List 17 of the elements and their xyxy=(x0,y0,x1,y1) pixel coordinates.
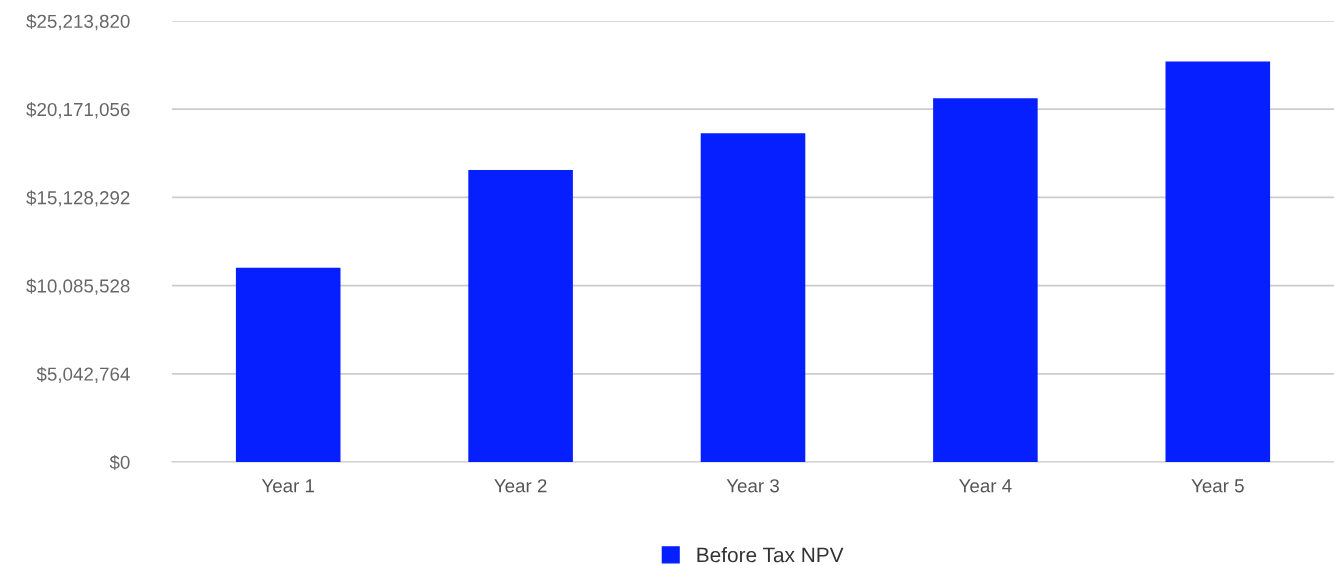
bar xyxy=(700,133,806,462)
bar xyxy=(1165,61,1271,462)
x-tick-label: Year 2 xyxy=(494,479,547,493)
bar xyxy=(468,169,573,462)
x-tick-label: Year 5 xyxy=(1191,479,1244,493)
legend-label: Before Tax NPV xyxy=(697,547,844,563)
x-tick-label: Year 3 xyxy=(726,479,779,493)
y-tick-label: $5,042,764 xyxy=(36,366,130,383)
y-tick-label: $15,128,292 xyxy=(26,190,130,207)
y-tick-label: $10,085,528 xyxy=(26,278,130,295)
y-tick-label: $20,171,056 xyxy=(26,102,130,119)
bar xyxy=(933,98,1038,462)
y-tick-label: $25,213,820 xyxy=(26,13,130,31)
x-tick-label: Year 1 xyxy=(261,479,315,493)
y-tick-label: $0 xyxy=(109,454,130,471)
bar xyxy=(235,267,341,462)
x-tick-label: Year 4 xyxy=(959,479,1012,493)
